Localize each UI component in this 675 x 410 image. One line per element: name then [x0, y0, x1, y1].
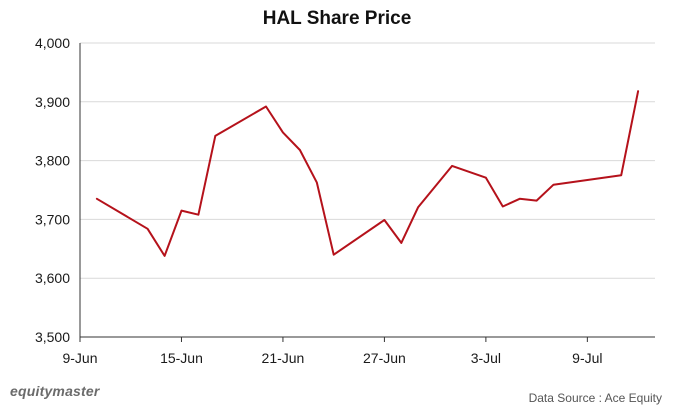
x-tick-label: 21-Jun — [262, 350, 305, 366]
y-tick-label: 3,800 — [35, 153, 70, 169]
axes: 3,500 3,600 3,700 3,800 3,900 4,000 9-Jun 15-Ju… — [35, 35, 655, 366]
chart-title: HAL Share Price — [263, 8, 412, 29]
y-tick-label: 4,000 — [35, 35, 70, 51]
gridlines — [80, 42, 655, 279]
x-tick-label: 27-Jun — [363, 350, 406, 366]
share-price-line — [95, 90, 640, 257]
series-line-layer — [95, 90, 640, 257]
y-tick-label: 3,600 — [35, 270, 70, 286]
data-source-note: Data Source : Ace Equity — [529, 391, 662, 405]
y-tick-label: 3,900 — [35, 94, 70, 110]
y-tick-label: 3,500 — [35, 329, 70, 345]
x-tick-label: 9-Jul — [572, 350, 602, 366]
y-tick-label: 3,700 — [35, 211, 70, 227]
x-tick-label: 15-Jun — [160, 350, 203, 366]
x-tick-label: 3-Jul — [471, 350, 501, 366]
equitymaster-logo: equitymaster — [10, 383, 101, 399]
x-tick-label: 9-Jun — [62, 350, 97, 366]
chart-footer: equitymaster Data Source : Ace Equity — [10, 383, 662, 405]
